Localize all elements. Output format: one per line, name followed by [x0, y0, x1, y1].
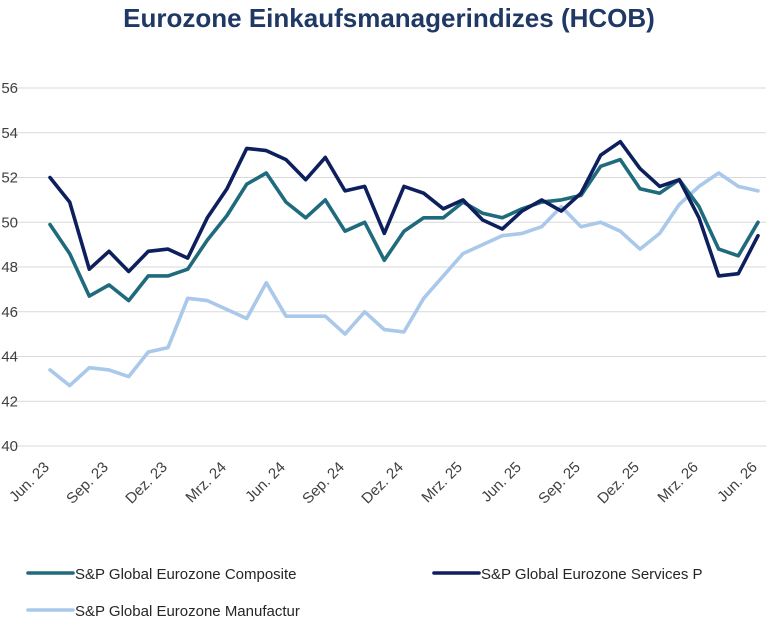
- legend-item: S&P Global Eurozone Composite: [26, 566, 297, 583]
- x-tick-label: Jun. 26: [714, 459, 761, 506]
- x-tick-label: Dez. 23: [122, 459, 171, 508]
- x-tick-label: Dez. 25: [594, 459, 643, 508]
- legend-label: S&P Global Eurozone Manufactur: [75, 603, 300, 620]
- y-tick-label: 46: [1, 304, 18, 321]
- y-tick-label: 54: [1, 125, 18, 142]
- x-tick-label: Sep. 24: [299, 459, 348, 508]
- x-tick-label: Sep. 23: [63, 459, 112, 508]
- x-tick-label: Mrz. 26: [654, 459, 701, 506]
- y-tick-label: 50: [1, 214, 18, 231]
- y-tick-label: 44: [1, 349, 18, 366]
- x-tick-label: Jun. 24: [242, 459, 289, 506]
- y-tick-label: 42: [1, 393, 18, 410]
- x-tick-label: Mrz. 24: [182, 459, 229, 506]
- series-lines: [48, 139, 760, 388]
- legend-item: S&P Global Eurozone Manufactur: [26, 603, 300, 620]
- x-tick-label: Jun. 25: [478, 459, 525, 506]
- y-tick-label: 40: [1, 438, 18, 455]
- y-tick-label: 56: [1, 80, 18, 97]
- series-line-1: [48, 157, 760, 303]
- series-line-2: [48, 139, 760, 278]
- y-tick-label: 52: [1, 170, 18, 187]
- x-tick-label: Dez. 24: [358, 459, 407, 508]
- chart-title: Eurozone Einkaufsmanagerindizes (HCOB): [123, 3, 655, 33]
- legend-label: S&P Global Eurozone Composite: [75, 566, 297, 583]
- x-axis-ticks: Jun. 23 Sep. 23 Dez. 23 Mrz. 24 Jun. 24 Sep. …: [6, 459, 761, 508]
- x-tick-label: Mrz. 25: [418, 459, 465, 506]
- y-tick-label: 48: [1, 259, 18, 276]
- legend: S&P Global Eurozone Composite S&P Global …: [26, 566, 703, 620]
- x-tick-label: Jun. 23: [6, 459, 53, 506]
- series-line-3: [48, 171, 760, 388]
- x-tick-label: Sep. 25: [535, 459, 584, 508]
- y-axis-ticks: 40 42 44 46 48 50 52 54 56: [1, 80, 18, 455]
- legend-item: S&P Global Eurozone Services P: [432, 566, 703, 583]
- legend-label: S&P Global Eurozone Services P: [481, 566, 703, 583]
